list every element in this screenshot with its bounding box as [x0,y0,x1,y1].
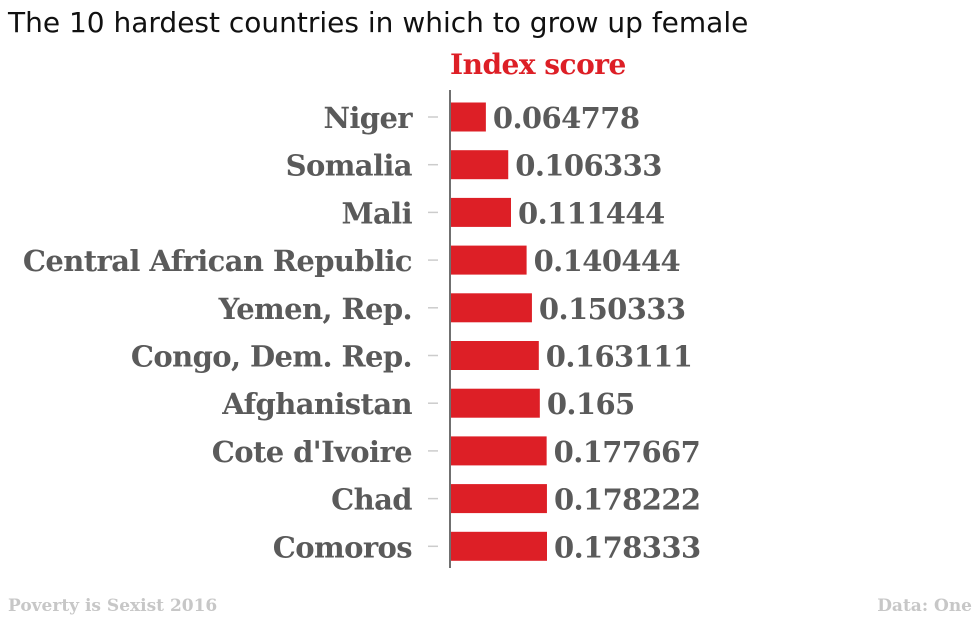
value-label: 0.064778 [493,101,640,135]
series-header: Index score [450,48,626,81]
bar [451,293,532,323]
category-label: Chad [331,483,412,517]
bar [451,245,527,275]
bar [451,436,547,466]
value-label: 0.150333 [539,292,686,326]
category-label: Yemen, Rep. [218,292,412,326]
category-label: Comoros [273,530,412,564]
bar [451,341,539,370]
bar [451,150,509,180]
value-label: 0.178222 [554,483,701,517]
bar [451,484,547,514]
category-label: Mali [341,196,412,230]
bar [451,197,511,227]
value-label: 0.140444 [534,244,681,278]
footer-source: Data: One [877,596,972,616]
value-label: 0.177667 [554,435,701,469]
bar [451,531,547,561]
footer-credit: Poverty is Sexist 2016 [8,596,218,616]
bar [451,388,540,418]
category-label: Congo, Dem. Rep. [131,340,412,374]
value-label: 0.165 [547,387,635,421]
bars-layer: Niger 0.064778 Somalia 0.106333 Mali 0.111444… [23,101,701,564]
value-label: 0.163111 [546,340,693,374]
category-label: Afghanistan [221,387,412,421]
chart-title: The 10 hardest countries in which to gro… [8,6,749,39]
category-label: Niger [323,101,413,135]
value-label: 0.106333 [515,149,662,183]
category-label: Cote d'Ivoire [212,435,412,469]
value-label: 0.178333 [554,530,701,564]
category-label: Central African Republic [23,244,412,278]
value-label: 0.111444 [518,196,665,230]
bar [451,102,486,132]
category-label: Somalia [286,149,413,183]
